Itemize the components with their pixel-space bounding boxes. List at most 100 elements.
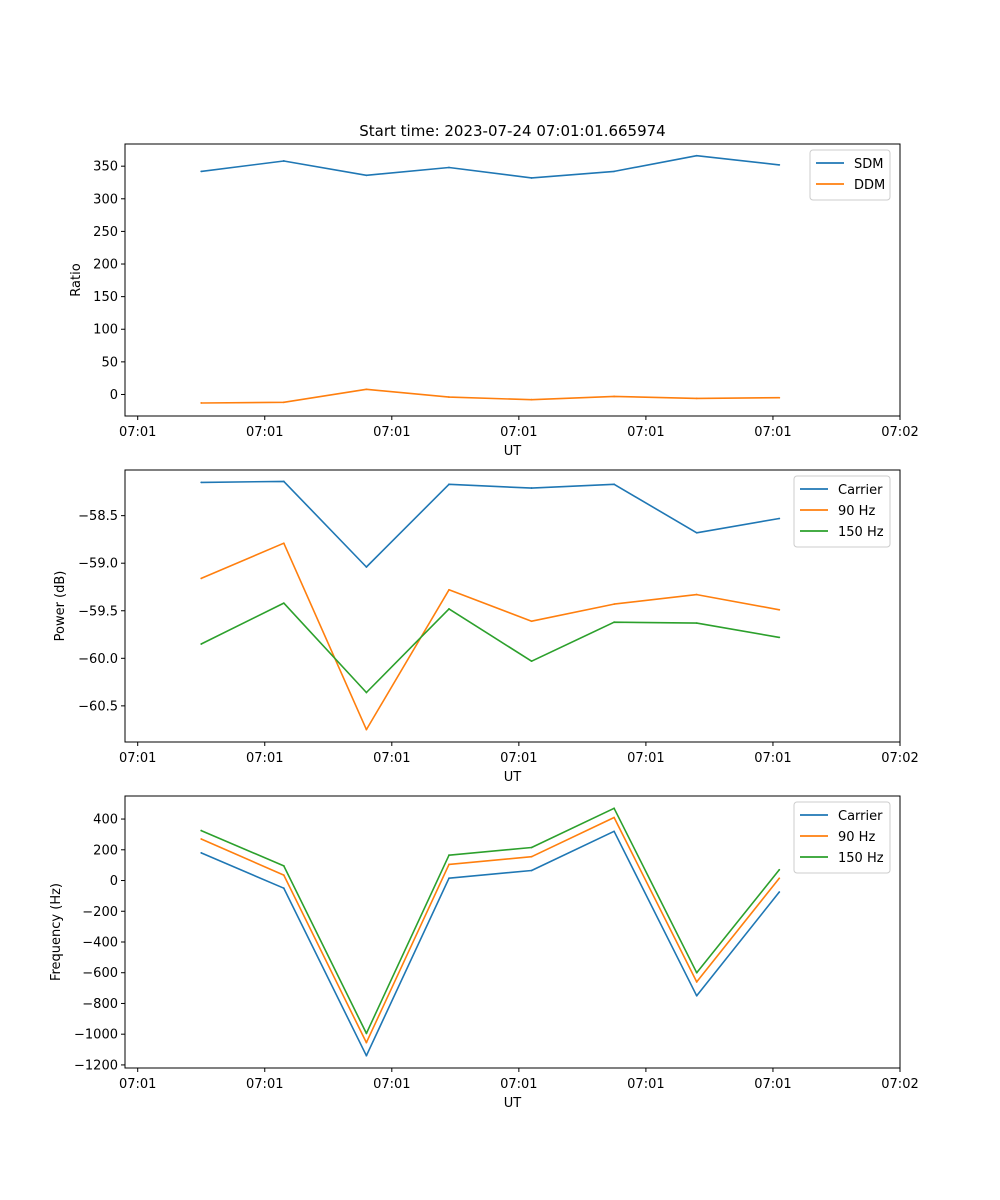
legend-label: 150 Hz [838, 851, 884, 866]
data-point [365, 388, 368, 391]
x-tick-label: 07:01 [373, 1077, 410, 1092]
data-point [778, 636, 781, 639]
legend-label: 150 Hz [838, 525, 884, 540]
panels: 07:01 07:01 07:01 07:01 07:01 07:01 07:02 0 50 10… [49, 143, 919, 1111]
data-point [778, 877, 781, 880]
data-point [200, 838, 203, 840]
x-tick-label: 07:01 [627, 425, 664, 440]
data-point [448, 166, 450, 169]
y-tick-label: 200 [93, 258, 118, 273]
y-tick-label: −200 [82, 905, 118, 920]
series-line-150-hz [200, 602, 780, 694]
data-point [530, 177, 533, 179]
data-point [200, 577, 203, 580]
data-point [695, 971, 698, 974]
data-point [530, 869, 533, 872]
y-tick-label: 0 [110, 388, 118, 403]
figure-title: Start time: 2023-07-24 07:01:01.665974 [359, 122, 665, 140]
x-tick-label: 07:01 [373, 751, 410, 766]
plot-frame [124, 795, 901, 1069]
data-point [778, 163, 781, 166]
data-point [778, 608, 781, 611]
legend-label: Carrier [838, 483, 883, 498]
x-tick-label: 07:01 [246, 425, 283, 440]
data-point [778, 868, 781, 871]
legend-frame [793, 801, 891, 874]
data-point [448, 588, 450, 591]
data-point [530, 846, 533, 849]
x-tick-label: 07:01 [754, 751, 791, 766]
data-point [613, 395, 616, 398]
data-point [530, 398, 533, 401]
series-line-carrier [200, 830, 780, 1057]
x-axis-label: UT [504, 1096, 522, 1111]
data-point [365, 1032, 368, 1035]
data-point [448, 483, 450, 486]
data-point [200, 829, 203, 832]
x-tick-label: 07:01 [119, 751, 156, 766]
x-tick-label: 07:01 [119, 1077, 156, 1092]
y-tick-label: −58.5 [78, 509, 118, 524]
data-point [613, 170, 616, 173]
y-axis-label: Frequency (Hz) [49, 883, 64, 981]
data-point [200, 851, 203, 854]
legend-label: 90 Hz [838, 830, 875, 845]
data-point [695, 593, 698, 596]
data-point [530, 855, 533, 858]
data-point [695, 531, 698, 534]
series-line-90-hz [200, 816, 780, 1044]
data-point [200, 402, 203, 404]
data-point [282, 865, 285, 867]
data-point [282, 602, 285, 605]
data-point [613, 807, 616, 810]
y-tick-label: −600 [82, 966, 118, 981]
x-axis-label: UT [504, 770, 522, 785]
data-point [695, 994, 698, 997]
data-point [200, 481, 203, 484]
y-tick-label: −1200 [74, 1058, 118, 1073]
x-tick-label: 07:01 [373, 425, 410, 440]
legend-label: SDM [854, 157, 883, 172]
x-tick-label: 07:01 [500, 751, 537, 766]
data-point [695, 622, 698, 625]
data-point [613, 603, 616, 605]
data-point [365, 566, 368, 568]
plot-frame [124, 143, 901, 417]
data-point [448, 863, 450, 866]
data-point [282, 401, 285, 404]
x-tick-label: 07:02 [881, 1077, 918, 1092]
legend: Carrier 90 Hz 150 Hz [793, 801, 891, 874]
data-point [365, 691, 368, 694]
y-tick-label: −59.5 [78, 604, 118, 619]
data-point [365, 1041, 368, 1044]
series-line-carrier [201, 480, 780, 568]
data-point [778, 891, 781, 893]
y-tick-label: 200 [93, 843, 118, 858]
data-point [365, 174, 368, 177]
series-line-ddm [201, 388, 780, 404]
x-tick-label: 07:01 [246, 751, 283, 766]
data-point [613, 483, 616, 486]
y-tick-label: −60.5 [78, 699, 118, 714]
x-tick-label: 07:01 [246, 1077, 283, 1092]
y-tick-label: 250 [93, 225, 118, 240]
x-tick-label: 07:01 [627, 751, 664, 766]
y-tick-label: −60.0 [78, 652, 118, 667]
data-point [282, 874, 285, 877]
y-tick-label: 100 [93, 323, 118, 338]
data-point [778, 396, 781, 399]
data-point [200, 170, 203, 173]
panel-2: 07:01 07:01 07:01 07:01 07:01 07:01 07:02 −60.5… [53, 469, 919, 785]
panel-3: 07:01 07:01 07:01 07:01 07:01 07:01 07:02 −1200… [49, 795, 919, 1111]
legend-label: Carrier [838, 809, 883, 824]
data-point [448, 877, 450, 880]
panel-1: 07:01 07:01 07:01 07:01 07:01 07:01 07:02 0 50 10… [69, 143, 919, 459]
x-tick-label: 07:02 [881, 425, 918, 440]
x-tick-label: 07:01 [754, 1077, 791, 1092]
y-tick-label: −1000 [74, 1028, 118, 1043]
data-point [613, 816, 616, 819]
data-point [282, 542, 285, 545]
series-line-90-hz [200, 542, 780, 731]
data-point [530, 487, 533, 489]
